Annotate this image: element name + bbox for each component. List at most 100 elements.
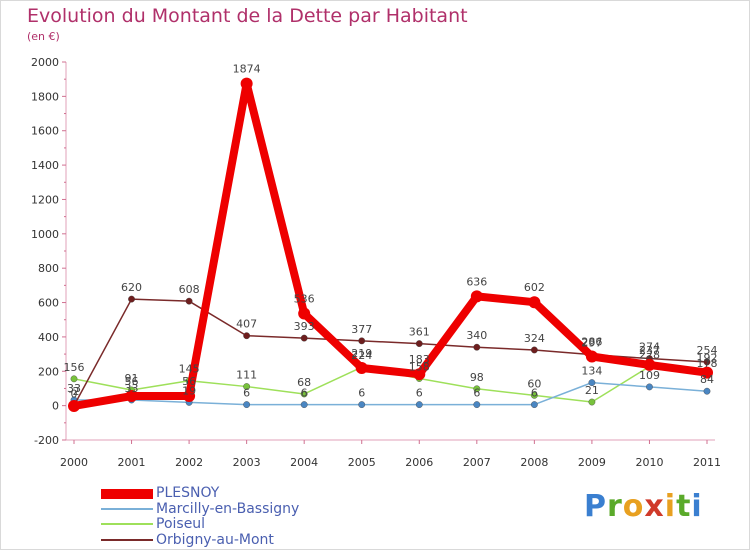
data-label-orbigny-au-mont: 324 <box>524 332 545 345</box>
logo-letter: o <box>622 489 645 524</box>
data-label-poiseul: 21 <box>585 384 599 397</box>
data-label-marcilly-en-bassigny: 6 <box>243 387 250 400</box>
data-label-plesnoy: -2 <box>69 385 80 398</box>
data-point-poiseul <box>70 375 78 383</box>
data-point-poiseul <box>588 398 596 406</box>
x-tick-label: 2005 <box>348 456 376 469</box>
x-tick-label: 2001 <box>118 456 146 469</box>
data-label-orbigny-au-mont: 393 <box>294 320 315 333</box>
x-tick-label: 2004 <box>290 456 318 469</box>
chart-unit-label: (en €) <box>27 30 60 43</box>
data-label-marcilly-en-bassigny: 6 <box>358 387 365 400</box>
data-point-orbigny-au-mont <box>243 332 251 340</box>
data-point-plesnoy <box>240 77 253 90</box>
y-tick-label: 0 <box>52 400 59 413</box>
data-point-plesnoy <box>413 368 426 381</box>
y-tick-label: -200 <box>34 434 59 447</box>
data-label-poiseul: 68 <box>297 376 311 389</box>
data-label-plesnoy: 183 <box>409 353 430 366</box>
data-label-poiseul: 224 <box>351 349 372 362</box>
data-label-marcilly-en-bassigny: 6 <box>531 387 538 400</box>
data-label-plesnoy: 219 <box>351 347 372 360</box>
logo-letter: P <box>584 489 607 524</box>
data-point-plesnoy <box>643 358 656 371</box>
legend-label: Marcilly-en-Bassigny <box>156 500 300 517</box>
legend-swatch-marcilly <box>101 507 153 510</box>
data-label-poiseul: 60 <box>527 377 541 390</box>
data-label-plesnoy: 286 <box>581 335 602 348</box>
data-point-marcilly-en-bassigny <box>588 379 596 387</box>
y-tick-label: 1600 <box>31 125 59 138</box>
data-point-marcilly-en-bassigny <box>415 401 423 409</box>
data-label-orbigny-au-mont: 297 <box>581 337 602 350</box>
y-tick-label: 1200 <box>31 193 59 206</box>
data-label-marcilly-en-bassigny: 6 <box>473 387 480 400</box>
data-label-plesnoy: 636 <box>466 275 487 288</box>
data-point-plesnoy <box>68 399 80 412</box>
data-label-marcilly-en-bassigny: 6 <box>416 387 423 400</box>
data-label-marcilly-en-bassigny: 19 <box>182 384 196 397</box>
data-point-plesnoy <box>125 390 138 403</box>
data-point-poiseul <box>530 391 538 399</box>
data-point-orbigny-au-mont <box>530 346 538 354</box>
data-point-poiseul <box>473 385 481 393</box>
data-point-marcilly-en-bassigny <box>473 401 481 409</box>
data-label-plesnoy: 56 <box>182 375 196 388</box>
data-label-orbigny-au-mont: 274 <box>639 341 660 354</box>
y-tick-label: 1800 <box>31 90 59 103</box>
data-point-marcilly-en-bassigny <box>358 401 366 409</box>
data-label-poiseul: 91 <box>125 372 139 385</box>
data-point-orbigny-au-mont <box>185 297 193 305</box>
data-point-plesnoy <box>585 350 598 363</box>
data-label-orbigny-au-mont: 407 <box>236 318 257 331</box>
data-label-poiseul: 178 <box>697 357 718 370</box>
data-point-orbigny-au-mont <box>128 295 135 303</box>
y-tick-label: 800 <box>38 262 59 275</box>
data-point-marcilly-en-bassigny <box>703 387 711 395</box>
data-point-orbigny-au-mont <box>300 334 308 342</box>
data-point-marcilly-en-bassigny <box>300 401 308 409</box>
data-point-orbigny-au-mont <box>473 343 481 351</box>
data-point-plesnoy <box>701 366 713 379</box>
data-label-marcilly-en-bassigny: 33 <box>67 382 81 395</box>
data-label-poiseul: 158 <box>409 360 430 373</box>
legend-label: Poiseul <box>156 516 206 532</box>
legend-swatch-poiseul <box>101 523 153 525</box>
y-tick-label: 400 <box>38 331 59 344</box>
data-point-plesnoy <box>183 390 196 403</box>
data-label-orbigny-au-mont: 254 <box>697 344 718 357</box>
x-tick-label: 2003 <box>233 456 261 469</box>
logo-letter: t <box>676 489 692 524</box>
data-label-orbigny-au-mont: 608 <box>179 283 200 296</box>
data-point-plesnoy <box>355 362 368 375</box>
x-tick-label: 2002 <box>175 456 203 469</box>
data-label-orbigny-au-mont: 0 <box>71 388 78 401</box>
data-point-plesnoy <box>298 307 311 320</box>
legend-swatch-orbigny <box>101 538 153 541</box>
logo-letter: i <box>664 489 677 524</box>
data-point-marcilly-en-bassigny <box>243 401 251 409</box>
data-point-orbigny-au-mont <box>415 340 423 348</box>
data-label-marcilly-en-bassigny: 84 <box>700 373 714 386</box>
x-tick-label: 2006 <box>405 456 433 469</box>
x-tick-label: 2011 <box>693 456 721 469</box>
x-tick-label: 2010 <box>635 456 663 469</box>
data-label-poiseul: 98 <box>470 371 484 384</box>
chart-title: Evolution du Montant de la Dette par Hab… <box>27 5 468 27</box>
data-label-poiseul: 228 <box>639 348 660 361</box>
data-label-poiseul: 145 <box>179 363 200 376</box>
y-tick-label: 1400 <box>31 159 59 172</box>
x-tick-label: 2007 <box>463 456 491 469</box>
data-label-marcilly-en-bassigny: 134 <box>581 365 602 378</box>
legend-label: Orbigny-au-Mont <box>156 531 274 548</box>
x-tick-label: 2009 <box>578 456 606 469</box>
data-label-marcilly-en-bassigny: 6 <box>301 387 308 400</box>
data-label-plesnoy: 237 <box>639 344 660 357</box>
data-label-orbigny-au-mont: 620 <box>121 281 142 294</box>
y-tick-label: 200 <box>38 365 59 378</box>
data-point-marcilly-en-bassigny <box>646 383 653 391</box>
series-line-plesnoy <box>70 79 711 410</box>
data-label-orbigny-au-mont: 340 <box>466 329 487 342</box>
data-label-poiseul: 111 <box>236 369 257 382</box>
